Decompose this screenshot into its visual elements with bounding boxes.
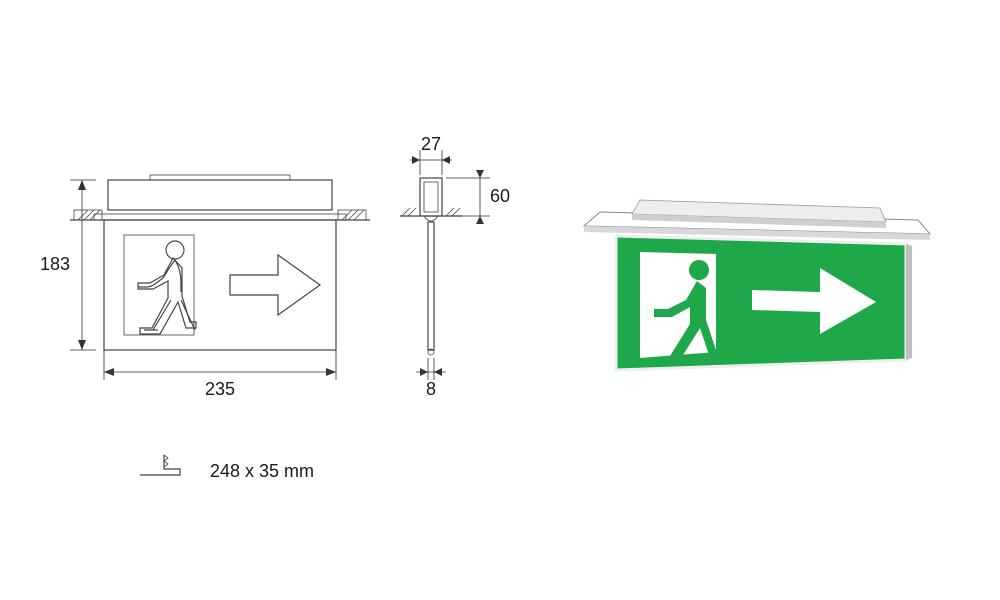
cutout-label: 248 x 35 mm xyxy=(210,461,314,481)
dim-27-label: 27 xyxy=(421,134,441,154)
dim-8: 8 xyxy=(416,358,446,399)
ceiling-hatch-right xyxy=(338,210,366,220)
dim-8-label: 8 xyxy=(426,379,436,399)
dim-27: 27 xyxy=(410,134,452,175)
dim-height-183: 183 xyxy=(40,180,96,350)
dim-height-label: 183 xyxy=(40,254,70,274)
dim-60-label: 60 xyxy=(490,186,510,206)
front-elevation: 235 183 xyxy=(40,175,370,399)
arrow-outline xyxy=(230,255,320,315)
cutout-spec: 248 x 35 mm xyxy=(140,455,314,481)
ceiling-hatch-left xyxy=(74,210,102,220)
dim-60: 60 xyxy=(446,170,510,224)
running-man-body-outline xyxy=(138,258,196,334)
front-panel xyxy=(104,220,336,350)
render-flange xyxy=(584,200,930,240)
render-panel xyxy=(616,236,912,370)
front-housing xyxy=(108,180,332,210)
dim-width-235: 235 xyxy=(104,350,336,399)
diagram-canvas: 235 183 xyxy=(0,0,1000,600)
perspective-render xyxy=(584,200,930,370)
side-elevation: 27 60 8 xyxy=(400,134,510,399)
dim-width-label: 235 xyxy=(205,379,235,399)
cutout-icon xyxy=(140,455,180,475)
